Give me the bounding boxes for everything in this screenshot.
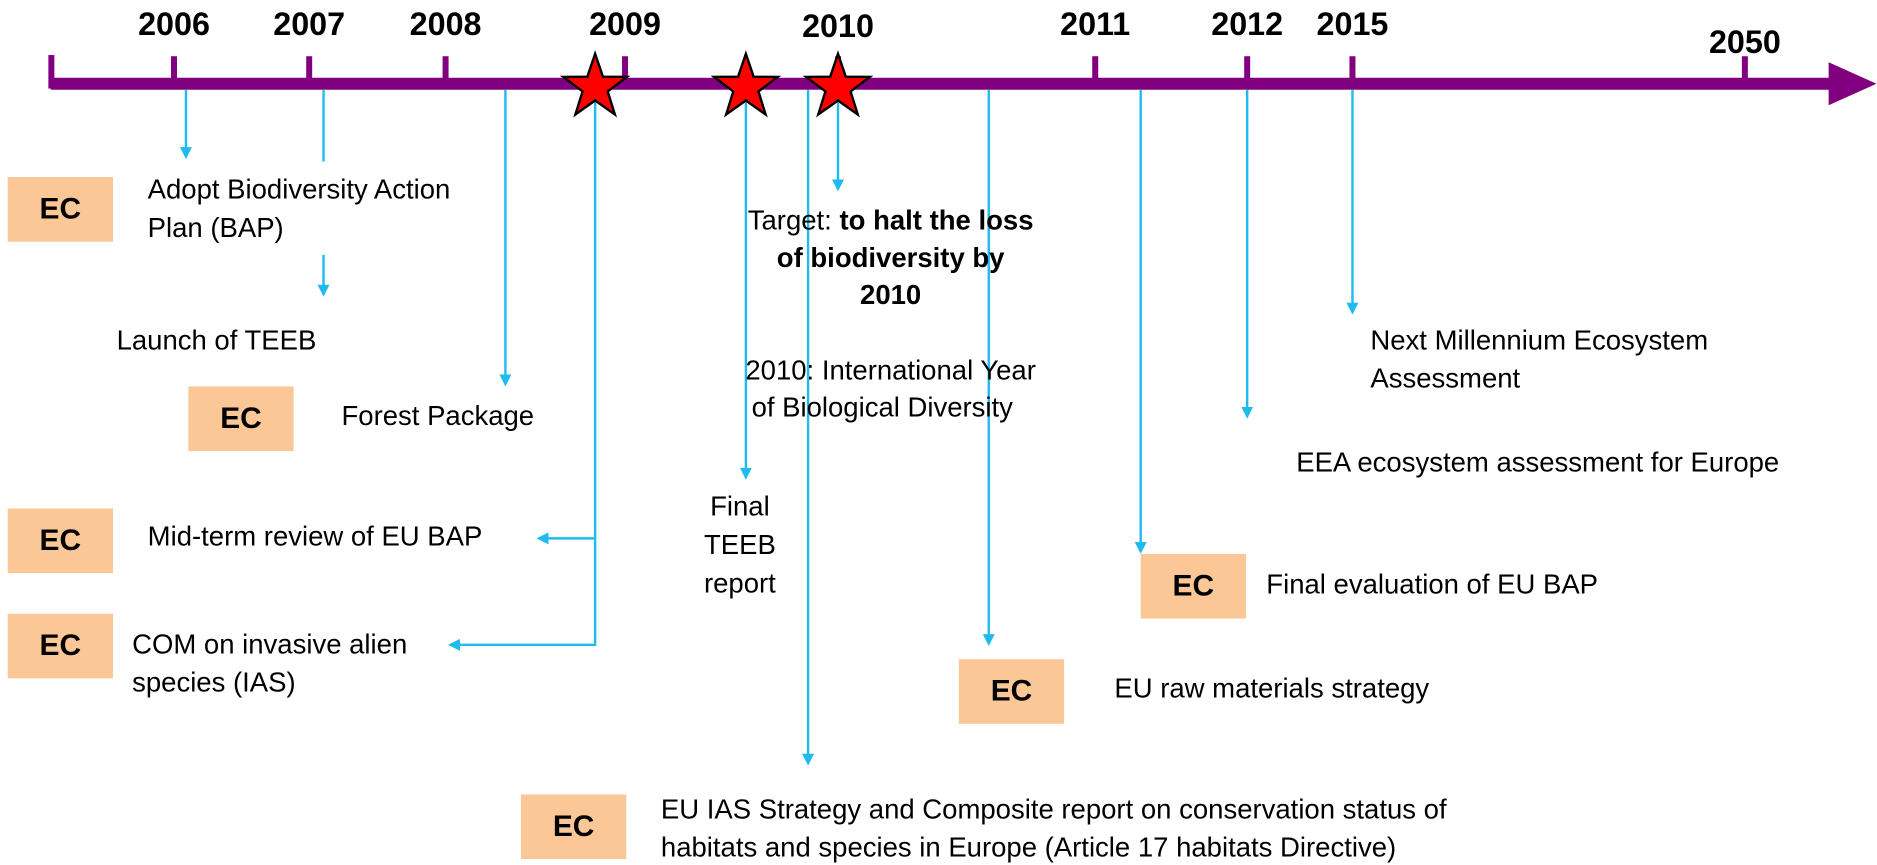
- event-text: Next Millennium Ecosystem: [1370, 324, 1708, 355]
- badge: [958, 659, 1065, 724]
- event-text: Plan (BAP): [148, 212, 284, 243]
- badge-label: EC: [40, 192, 82, 225]
- badges: EC EC EC EC EC EC EC: [7, 177, 1246, 860]
- badge-label: EC: [40, 629, 82, 662]
- arrow: [447, 89, 597, 651]
- axis: [48, 55, 1877, 106]
- year-label: 2012: [1211, 6, 1283, 42]
- year-tick: [1349, 56, 1356, 83]
- event-text: species (IAS): [132, 667, 296, 698]
- year-tick: [306, 56, 313, 83]
- badge-label: EC: [991, 675, 1033, 708]
- year-tick: [1092, 56, 1099, 83]
- arrows: [179, 89, 1359, 766]
- event-text: Mid-term review of EU BAP: [148, 521, 483, 552]
- event-text: Final: [710, 491, 770, 522]
- badge-label: EC: [220, 402, 262, 435]
- event-text: EU IAS Strategy and Composite report on …: [661, 793, 1447, 824]
- stars: [559, 50, 874, 118]
- badge: [1140, 553, 1246, 619]
- event-text: Forest Package: [341, 400, 534, 431]
- badge: [7, 177, 113, 242]
- year-label: 2006: [138, 6, 210, 42]
- year-tick: [1244, 56, 1251, 83]
- target-prefix: Target:: [748, 205, 832, 236]
- event-text: Launch of TEEB: [117, 324, 317, 355]
- target-text: Target: to halt the loss: [748, 205, 1034, 236]
- badge-label: EC: [1173, 569, 1215, 602]
- star: [710, 50, 782, 118]
- year-label: 2010: [802, 8, 874, 44]
- years: 2006 2007 2008 2009 2010 2011 2012 2015 2050: [138, 6, 1781, 83]
- target-bold: of biodiversity by: [777, 242, 1005, 273]
- year-label: 2011: [1060, 6, 1130, 42]
- badge: [188, 386, 294, 452]
- event-text: TEEB: [704, 529, 776, 560]
- year-label: 2007: [273, 6, 345, 42]
- target-bold: 2010: [860, 279, 921, 310]
- badge-label: EC: [40, 524, 82, 557]
- event-text: COM on invasive alien: [132, 628, 407, 659]
- year-label: 2015: [1317, 6, 1389, 42]
- axis-start: [48, 55, 55, 89]
- event-text: EU raw materials strategy: [1114, 673, 1429, 704]
- event-text: Adopt Biodiversity Action: [148, 174, 451, 205]
- year-label: 2050: [1709, 24, 1781, 60]
- event-text: of Biological Diversity: [752, 391, 1014, 422]
- year-label: 2008: [410, 6, 482, 42]
- year-tick: [622, 56, 629, 83]
- events: Adopt Biodiversity Action Plan (BAP) Lau…: [117, 174, 1780, 863]
- year-tick: [442, 56, 449, 83]
- badge: [7, 613, 113, 679]
- star: [559, 50, 631, 118]
- event-text: EEA ecosystem assessment for Europe: [1296, 446, 1779, 477]
- event-text: 2010: International Year: [745, 354, 1036, 385]
- star: [802, 50, 874, 118]
- event-text: Assessment: [1370, 363, 1520, 394]
- event-text: Final evaluation of EU BAP: [1266, 569, 1598, 600]
- event-text: habitats and species in Europe (Article …: [661, 832, 1396, 863]
- axis-line: [50, 77, 1834, 90]
- year-label: 2009: [589, 6, 661, 42]
- badge: [520, 794, 627, 860]
- axis-arrow: [1828, 62, 1877, 106]
- event-text: report: [704, 567, 776, 598]
- year-tick: [171, 56, 177, 83]
- year-tick: [1741, 56, 1748, 83]
- badge-label: EC: [553, 810, 595, 843]
- badge: [7, 508, 113, 574]
- target-bold: to halt the loss: [839, 205, 1033, 236]
